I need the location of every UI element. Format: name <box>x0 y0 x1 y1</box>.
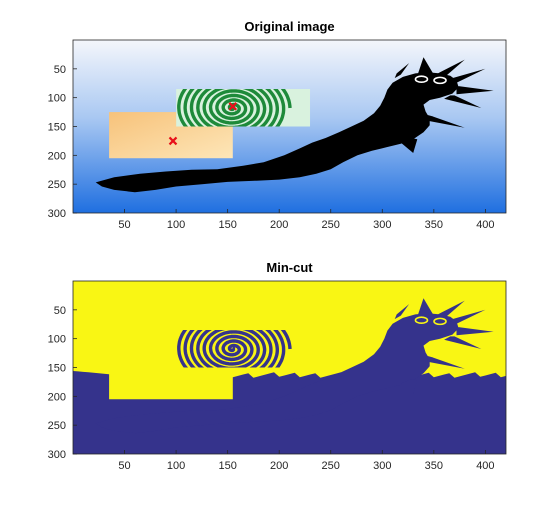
y-tick-label: 300 <box>48 449 66 461</box>
spike <box>400 138 418 153</box>
spike <box>427 115 465 128</box>
spike <box>435 300 465 317</box>
y-tick-label: 200 <box>48 391 66 403</box>
spike <box>435 59 465 76</box>
spike <box>417 57 434 77</box>
y-tick-label: 150 <box>48 122 66 134</box>
spiral-arm <box>177 89 292 127</box>
spike <box>394 63 410 79</box>
segment-spikes <box>394 298 494 394</box>
y-tick-label: 50 <box>54 64 66 76</box>
y-tick-label: 100 <box>48 93 66 105</box>
x-tick-label: 200 <box>270 460 288 472</box>
seed-marker <box>228 102 238 111</box>
spike <box>444 336 482 349</box>
x-tick-label: 300 <box>373 219 391 231</box>
segment-spiral <box>176 330 311 368</box>
y-tick-label: 50 <box>54 305 66 317</box>
axis-ticks-bottom: 50 100 150 200 250 300 350 400 50 100 150 200 250 300 <box>48 305 495 472</box>
eye <box>414 316 429 325</box>
spike <box>427 356 465 369</box>
eye <box>433 317 447 326</box>
caterpillar-spikes <box>394 57 494 153</box>
panel-title-original: Original image <box>244 19 334 34</box>
spiral-patch <box>176 89 311 127</box>
segment-caterpillar <box>95 313 459 434</box>
x-tick-label: 150 <box>218 460 236 472</box>
x-tick-label: 400 <box>476 460 494 472</box>
spike <box>456 327 494 336</box>
y-tick-label: 200 <box>48 150 66 162</box>
x-tick-label: 350 <box>425 219 443 231</box>
y-tick-label: 150 <box>48 363 66 375</box>
x-tick-label: 50 <box>118 219 130 231</box>
spike <box>394 304 410 320</box>
x-tick-label: 250 <box>322 219 340 231</box>
x-tick-label: 250 <box>322 460 340 472</box>
spike <box>448 309 486 324</box>
x-tick-label: 150 <box>218 219 236 231</box>
x-tick-label: 350 <box>425 460 443 472</box>
x-tick-label: 200 <box>270 219 288 231</box>
spike <box>417 298 434 318</box>
min-cut-panel: Min-cut 50 100 150 200 250 300 350 400 50 100 150 2… <box>48 260 507 472</box>
y-tick-label: 300 <box>48 208 66 220</box>
axis-ticks-top: 50 100 150 200 250 300 350 400 50 100 150 200 250 300 <box>48 64 495 231</box>
x-tick-label: 100 <box>167 460 185 472</box>
x-tick-label: 100 <box>167 219 185 231</box>
eye <box>433 76 447 85</box>
spike <box>400 379 418 394</box>
eye <box>414 75 429 84</box>
seed-markers <box>168 102 238 146</box>
panel-title-min-cut: Min-cut <box>266 260 313 275</box>
seed-marker <box>168 136 178 146</box>
segment-eyes <box>414 316 447 326</box>
spike <box>456 86 494 95</box>
y-tick-label: 100 <box>48 334 66 346</box>
spiral-arm <box>177 330 292 368</box>
x-tick-label: 300 <box>373 460 391 472</box>
original-image-panel: Original image 50 100 150 200 250 300 350 40050… <box>48 19 507 231</box>
caterpillar-eyes <box>414 75 447 85</box>
spike <box>448 68 486 83</box>
x-tick-label: 400 <box>476 219 494 231</box>
caterpillar-shape <box>95 72 459 193</box>
original-image-content <box>73 40 506 213</box>
spike <box>444 95 482 108</box>
y-tick-label: 250 <box>48 420 66 432</box>
x-tick-label: 50 <box>118 460 130 472</box>
y-tick-label: 250 <box>48 179 66 191</box>
min-cut-content <box>73 281 506 454</box>
